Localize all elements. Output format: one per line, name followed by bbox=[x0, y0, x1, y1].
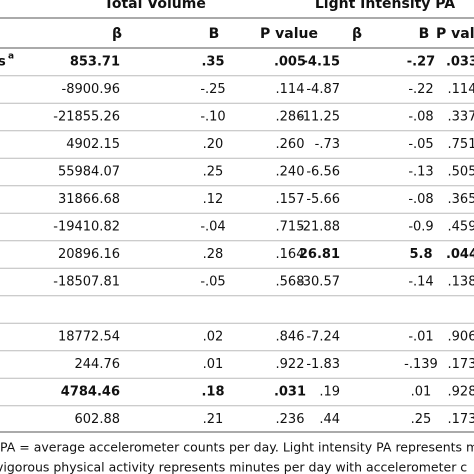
cell: .033 bbox=[446, 55, 474, 70]
cell: 31866.68 bbox=[58, 192, 120, 207]
cell: -21.88 bbox=[298, 220, 340, 235]
column-header: P value bbox=[436, 26, 474, 42]
cell: .240 bbox=[276, 165, 305, 180]
cell: .35 bbox=[201, 55, 224, 70]
cell: .114 bbox=[448, 82, 474, 97]
cell: .906 bbox=[448, 330, 474, 345]
cell: .260 bbox=[276, 137, 305, 152]
row-label: s bbox=[0, 55, 6, 70]
cell: -.13 bbox=[408, 165, 433, 180]
cell: -19410.82 bbox=[53, 220, 120, 235]
cell: .459 bbox=[448, 220, 474, 235]
cell: -.01 bbox=[408, 330, 433, 345]
cell: .21 bbox=[203, 412, 224, 427]
cell: .44 bbox=[319, 412, 340, 427]
group-header: Total Volume bbox=[104, 0, 206, 12]
cell: -.10 bbox=[200, 110, 225, 125]
footnote: vigorous physical activity represents mi… bbox=[0, 460, 467, 474]
cell: .922 bbox=[276, 357, 305, 372]
cell: .005 bbox=[274, 55, 306, 70]
cell: 4902.15 bbox=[66, 137, 120, 152]
cell: 18772.54 bbox=[58, 330, 120, 345]
cell: .286 bbox=[276, 110, 305, 125]
footnote: PA = average accelerometer counts per da… bbox=[0, 440, 474, 455]
cell: .846 bbox=[276, 330, 305, 345]
cell: .20 bbox=[203, 137, 224, 152]
cell: -.25 bbox=[200, 82, 225, 97]
cell: .18 bbox=[201, 385, 224, 400]
cell: .164 bbox=[276, 247, 305, 262]
cell: -4.87 bbox=[306, 82, 340, 97]
column-header: B bbox=[419, 26, 430, 42]
cell: -18507.81 bbox=[53, 275, 120, 290]
cell: .751 bbox=[448, 137, 474, 152]
cell: -.04 bbox=[200, 220, 225, 235]
row-note: a bbox=[8, 52, 14, 62]
cell: 55984.07 bbox=[58, 165, 120, 180]
cell: 853.71 bbox=[70, 55, 120, 70]
cell: -.27 bbox=[407, 55, 435, 70]
cell: -.05 bbox=[408, 137, 433, 152]
cell: .28 bbox=[203, 247, 224, 262]
cell: .138 bbox=[448, 275, 474, 290]
cell: 20896.16 bbox=[58, 247, 120, 262]
cell: .25 bbox=[203, 165, 224, 180]
cell: -.73 bbox=[315, 137, 340, 152]
cell: 244.76 bbox=[75, 357, 121, 372]
cell: .365 bbox=[448, 192, 474, 207]
cell: .044 bbox=[446, 247, 474, 262]
cell: .19 bbox=[319, 385, 340, 400]
group-header: Light Intensity PA bbox=[315, 0, 455, 12]
cell: .505 bbox=[448, 165, 474, 180]
cell: 26.81 bbox=[299, 247, 340, 262]
cell: .173 bbox=[448, 412, 474, 427]
column-header: B bbox=[209, 26, 220, 42]
cell: .715 bbox=[276, 220, 305, 235]
cell: -6.56 bbox=[306, 165, 340, 180]
cell: 602.88 bbox=[75, 412, 121, 427]
cell: .337 bbox=[448, 110, 474, 125]
cell: -.139 bbox=[404, 357, 438, 372]
cell: -30.57 bbox=[298, 275, 340, 290]
cell: -.08 bbox=[408, 192, 433, 207]
cell: -.22 bbox=[408, 82, 433, 97]
cell: .928 bbox=[448, 385, 474, 400]
cell: .568 bbox=[276, 275, 305, 290]
cell: .031 bbox=[274, 385, 306, 400]
column-header: P value bbox=[260, 26, 318, 42]
column-header: β bbox=[112, 26, 122, 42]
column-header: β bbox=[352, 26, 362, 42]
cell: .12 bbox=[203, 192, 224, 207]
cell: -7.24 bbox=[306, 330, 340, 345]
cell: .157 bbox=[276, 192, 305, 207]
cell: .02 bbox=[203, 330, 224, 345]
cell: .01 bbox=[203, 357, 224, 372]
cell: -1.83 bbox=[306, 357, 340, 372]
cell: .114 bbox=[276, 82, 305, 97]
cell: -8900.96 bbox=[62, 82, 120, 97]
cell: .236 bbox=[276, 412, 305, 427]
cell: -11.25 bbox=[298, 110, 340, 125]
cell: -5.66 bbox=[306, 192, 340, 207]
cell: .25 bbox=[411, 412, 432, 427]
cell: 5.8 bbox=[409, 247, 432, 262]
cell: -21855.26 bbox=[53, 110, 120, 125]
cell: -.05 bbox=[200, 275, 225, 290]
cell: -.14 bbox=[408, 275, 433, 290]
cell: -0.9 bbox=[408, 220, 433, 235]
cell: 4784.46 bbox=[61, 385, 120, 400]
cell: .173 bbox=[448, 357, 474, 372]
cell: -4.15 bbox=[303, 55, 340, 70]
cell: -.08 bbox=[408, 110, 433, 125]
cell: .01 bbox=[411, 385, 432, 400]
